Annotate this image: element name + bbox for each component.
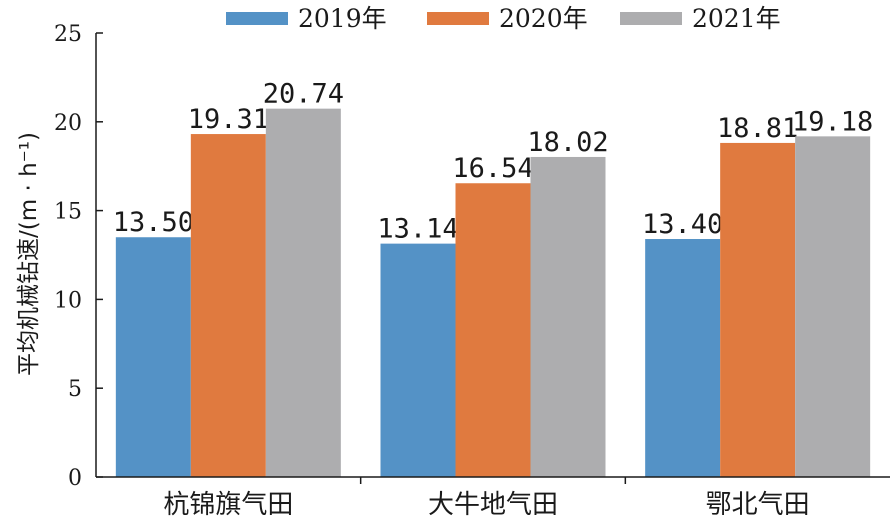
y-tick-label: 20: [54, 111, 82, 136]
data-label: 13.40: [642, 209, 723, 240]
y-tick-label: 10: [54, 288, 82, 313]
y-tick-label: 25: [54, 22, 82, 47]
y-tick-label: 5: [68, 377, 82, 402]
legend-swatch: [620, 12, 682, 25]
bar: [795, 136, 871, 477]
data-label: 18.02: [527, 127, 608, 158]
x-category-label: 大牛地气田: [428, 490, 558, 520]
legend-swatch: [427, 12, 489, 25]
x-category-label: 杭锦旗气田: [163, 490, 293, 520]
bar: [455, 183, 531, 477]
bar: [115, 237, 191, 477]
legend: 2019年 2020年 2021年: [226, 4, 781, 33]
y-axis-title: 平均机械钻速/(m · h⁻¹): [16, 132, 42, 376]
data-label: 13.50: [113, 207, 194, 238]
axes: 0 5 10 15 20 25 杭锦旗气田 大牛地气田 鄂北气田: [54, 22, 890, 520]
data-label: 13.14: [377, 214, 458, 245]
bar: [720, 142, 796, 478]
bar: [190, 134, 266, 478]
data-label: 19.31: [188, 104, 269, 135]
data-label: 19.18: [792, 106, 873, 137]
legend-swatch: [226, 12, 288, 25]
bar: [645, 239, 721, 477]
legend-label: 2019年: [298, 4, 387, 33]
data-label: 18.81: [717, 113, 798, 144]
bar: [265, 108, 341, 478]
x-category-label: 鄂北气田: [706, 490, 810, 520]
data-label: 16.54: [452, 153, 533, 184]
legend-label: 2021年: [692, 4, 781, 33]
legend-label: 2020年: [499, 4, 588, 33]
bar: [380, 243, 456, 477]
data-label: 20.74: [263, 79, 344, 110]
y-tick-label: 0: [68, 466, 82, 491]
bar: [530, 156, 606, 478]
y-tick-label: 15: [54, 200, 82, 225]
